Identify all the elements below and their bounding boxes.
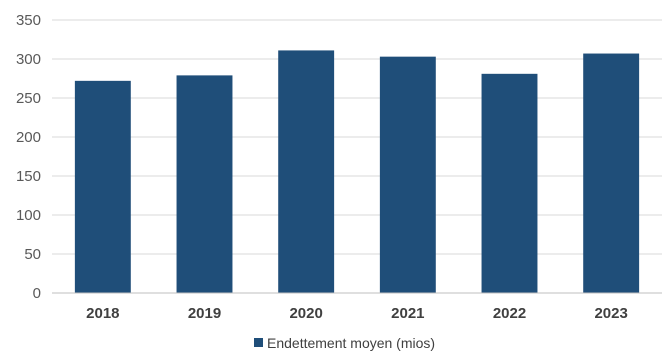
x-tick-label: 2018: [86, 305, 119, 322]
y-tick-label: 50: [24, 246, 41, 263]
gridlines: [52, 19, 662, 255]
legend-swatch: [254, 338, 263, 347]
x-axis-tick-labels: 2018 2019 2020 2021 2022 2023: [86, 305, 628, 322]
legend-label: Endettement moyen (mios): [267, 335, 435, 351]
y-tick-label: 200: [16, 129, 41, 146]
y-tick-label: 100: [16, 207, 41, 224]
x-tick-label: 2023: [594, 305, 627, 322]
legend: Endettement moyen (mios): [254, 335, 435, 351]
x-tick-label: 2020: [289, 305, 322, 322]
bar-2019: [176, 75, 233, 293]
bar-2023: [583, 53, 640, 293]
y-tick-label: 0: [33, 285, 41, 302]
y-tick-label: 250: [16, 90, 41, 107]
x-tick-label: 2021: [391, 305, 424, 322]
x-tick-label: 2019: [188, 305, 221, 322]
x-tick-label: 2022: [493, 305, 526, 322]
bar-2020: [278, 50, 335, 293]
bar-2018: [74, 80, 131, 293]
bars: [74, 50, 640, 293]
y-tick-label: 150: [16, 168, 41, 185]
bar-2021: [379, 56, 436, 293]
bar-2022: [481, 73, 538, 293]
y-axis-tick-labels: 0 50 100 150 200 250 300 350: [16, 12, 41, 302]
y-tick-label: 300: [16, 51, 41, 68]
y-tick-label: 350: [16, 12, 41, 29]
